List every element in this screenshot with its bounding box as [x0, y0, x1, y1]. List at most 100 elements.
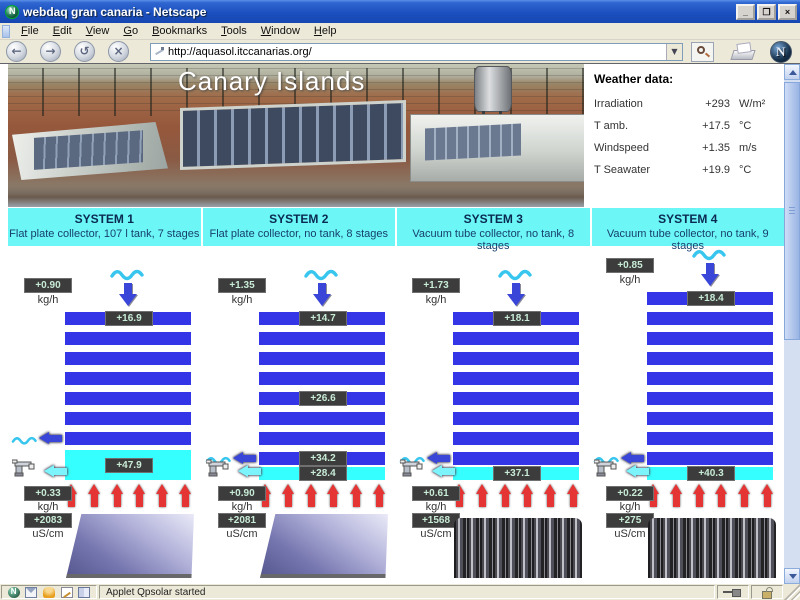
stage-outflow-arrow-icon [233, 452, 258, 465]
stage-bar [65, 392, 191, 405]
forward-button[interactable]: → [40, 41, 61, 62]
stage-bar [259, 412, 385, 425]
system-column-2: +1.35 kg/h +14.7 +26.6 +34.2 +28.4 +0.90 kg/… [202, 246, 396, 584]
conductivity-unit-label: uS/cm [226, 528, 258, 540]
composer-icon[interactable] [60, 586, 73, 598]
tap-icon [594, 459, 617, 477]
heat-input-arrows [453, 484, 580, 510]
window-title: webdaq gran canaria - Netscape [23, 4, 207, 19]
menu-go[interactable]: Go [123, 25, 139, 37]
stage-outflow-arrow-icon [427, 452, 452, 465]
inflow-unit-label: kg/h [425, 294, 447, 306]
menu-window[interactable]: Window [260, 25, 300, 37]
menu-view[interactable]: View [85, 25, 110, 37]
heat-up-arrow-icon [304, 484, 318, 509]
title-bar: webdaq gran canaria - Netscape _ ❐ × [0, 0, 800, 23]
photo-collector-center [180, 100, 406, 170]
resize-grip[interactable] [784, 584, 800, 600]
seawater-wave-icon [498, 269, 532, 281]
status-message: Applet Qpsolar started [99, 585, 715, 599]
reload-button[interactable]: ↺ [74, 41, 95, 62]
tap-outflow-arrow-icon [626, 465, 651, 478]
heat-input-arrows [65, 484, 192, 510]
heat-up-arrow-icon [475, 484, 489, 509]
heat-input-arrows [259, 484, 386, 510]
scroll-down-button[interactable] [784, 568, 800, 584]
netscape-icon[interactable] [7, 586, 20, 598]
outflow-unit-label: kg/h [231, 501, 253, 513]
stage-bar [647, 312, 773, 325]
close-button[interactable]: × [778, 3, 797, 20]
inflow-rate-badge: +1.35 [218, 278, 266, 293]
menu-edit[interactable]: Edit [52, 25, 72, 37]
vacuum-tube-collector-image [454, 518, 582, 578]
heat-up-arrow-icon [372, 484, 386, 509]
heat-up-arrow-icon [521, 484, 534, 509]
url-input[interactable] [168, 45, 666, 58]
flat-plate-collector-image [66, 514, 194, 578]
tap-outflow-arrow-icon [44, 465, 69, 478]
stage-outflow-arrow-icon [39, 432, 64, 445]
menu-help[interactable]: Help [313, 25, 337, 37]
stage-bar [453, 412, 579, 425]
security-padlock-icon[interactable] [762, 586, 773, 599]
minimize-button[interactable]: _ [736, 3, 755, 20]
stage-bar [453, 452, 579, 465]
heat-up-arrow-icon [87, 484, 101, 509]
back-button[interactable]: ← [6, 41, 27, 62]
system-column-1: +0.90 kg/h +16.9 +47.9 +0.33 kg/h +2083 uS/c… [8, 246, 202, 584]
weather-row: Irradiation +293 W/m² [594, 98, 766, 110]
stage-temp-badge: +26.6 [299, 391, 347, 406]
stage-bar [453, 432, 579, 445]
outlet-temp-badge: +47.9 [105, 458, 153, 473]
vertical-scrollbar[interactable] [784, 64, 800, 584]
tap-outflow-arrow-icon [238, 465, 263, 478]
search-button[interactable] [691, 41, 714, 62]
inflow-down-arrow-icon [701, 263, 719, 286]
scroll-up-button[interactable] [784, 64, 800, 80]
heat-up-arrow-icon [715, 484, 728, 509]
stage-bar [647, 452, 773, 465]
toolbar-grippy[interactable] [2, 24, 10, 38]
system-header-1: SYSTEM 1 Flat plate collector, 107 l tan… [9, 212, 200, 240]
weather-data-panel: Weather data: Irradiation +293 W/m² T am… [584, 64, 784, 207]
menu-bookmarks[interactable]: Bookmarks [152, 25, 208, 37]
bookmark-quill-icon[interactable] [154, 46, 165, 57]
netscape-throbber[interactable] [768, 40, 794, 63]
heat-up-arrow-icon [327, 484, 340, 509]
system-band: SYSTEM 1 Flat plate collector, 107 l tan… [8, 208, 784, 252]
conductivity-badge: +2083 [24, 513, 72, 528]
address-book-icon[interactable] [78, 586, 91, 598]
url-dropdown-arrow[interactable]: ▼ [666, 43, 682, 60]
stop-button[interactable]: × [108, 41, 129, 62]
heat-up-arrow-icon [281, 484, 295, 509]
printer-icon[interactable] [728, 42, 758, 62]
conductivity-unit-label: uS/cm [32, 528, 64, 540]
menu-file[interactable]: File [21, 25, 39, 37]
stage-temp-badge: +14.7 [299, 311, 347, 326]
stage-bar [259, 372, 385, 385]
outflow-rate-badge: +0.33 [24, 486, 72, 501]
outflow-rate-badge: +0.61 [412, 486, 460, 501]
inflow-unit-label: kg/h [619, 274, 641, 286]
restore-button[interactable]: ❐ [757, 3, 776, 20]
heat-up-arrow-icon [692, 484, 706, 509]
menu-bar: File Edit View Go Bookmarks Tools Window Help [0, 23, 800, 40]
stage-bar [453, 372, 579, 385]
menu-tools[interactable]: Tools [221, 25, 247, 37]
seawater-wave-icon [692, 249, 726, 261]
instant-messenger-icon[interactable] [42, 586, 55, 598]
stage-bar [259, 352, 385, 365]
inflow-down-arrow-icon [119, 283, 137, 306]
stage-bar [65, 352, 191, 365]
outflow-unit-label: kg/h [37, 501, 59, 513]
status-bar: Applet Qpsolar started [0, 584, 800, 600]
heat-up-arrow-icon [498, 484, 512, 509]
scrollbar-thumb[interactable] [784, 82, 800, 340]
mail-icon[interactable] [25, 586, 38, 598]
url-bar: ▼ [150, 42, 683, 61]
inflow-unit-label: kg/h [231, 294, 253, 306]
outlet-temp-badge: +37.1 [493, 466, 541, 481]
stage-bar [647, 412, 773, 425]
